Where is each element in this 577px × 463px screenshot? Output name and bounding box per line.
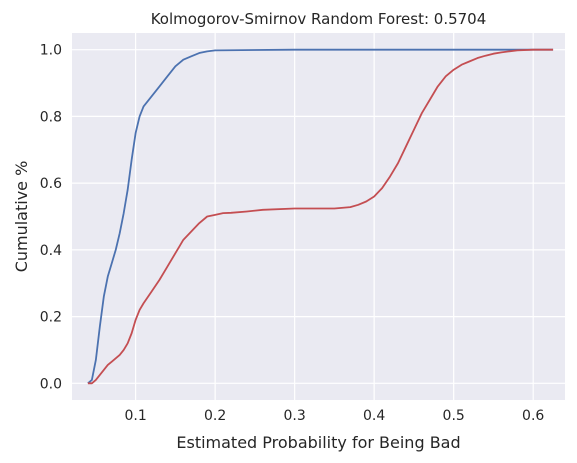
series-line-2 — [87, 48, 554, 385]
y-tick-label: 0.6 — [40, 176, 62, 192]
x-tick-label: 0.6 — [522, 408, 544, 424]
y-tick-label: 0.2 — [40, 310, 62, 326]
x-tick-label: 0.2 — [204, 408, 226, 424]
y-axis-label: Cumulative % — [12, 161, 31, 273]
chart-title: Kolmogorov-Smirnov Random Forest: 0.5704 — [151, 10, 487, 28]
tick-labels: 0.1 0.2 0.3 0.4 0.5 0.6 0.0 0.2 0.4 0.6 0.8 1.0 — [40, 43, 545, 424]
plot-background — [72, 33, 565, 400]
x-tick-label: 0.3 — [284, 408, 306, 424]
x-axis-label: Estimated Probability for Being Bad — [176, 433, 460, 452]
x-tick-label: 0.5 — [443, 408, 465, 424]
y-tick-label: 1.0 — [40, 43, 62, 59]
x-tick-label: 0.1 — [124, 408, 146, 424]
grid-lines — [72, 33, 565, 400]
y-tick-label: 0.8 — [40, 109, 62, 125]
x-tick-label: 0.4 — [363, 408, 385, 424]
y-tick-label: 0.0 — [40, 376, 62, 392]
series-lines — [87, 48, 554, 385]
series-line-1 — [87, 48, 554, 385]
y-tick-label: 0.4 — [40, 243, 62, 259]
